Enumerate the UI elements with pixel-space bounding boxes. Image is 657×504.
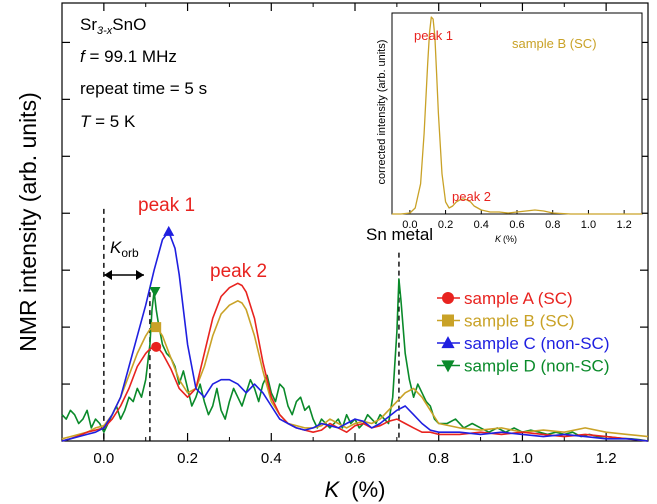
korb-arrow xyxy=(104,270,144,280)
annotation-peak-1: peak 1 xyxy=(138,195,195,216)
series-marker-sample-c-non-sc xyxy=(163,225,175,236)
series-marker-sample-b-sc xyxy=(151,322,162,333)
main-x-tick-label: 0.6 xyxy=(345,450,366,467)
legend-label-sample-b-sc: sample B (SC) xyxy=(464,312,575,331)
inset-series-group xyxy=(392,16,642,215)
annotation-korb: Korb xyxy=(110,238,139,260)
main-series-group xyxy=(61,230,649,442)
main-x-axis-var: K xyxy=(324,477,340,502)
inset-x-tick-label: 1.0 xyxy=(581,219,596,231)
main-axis-ticks: 0.0 0.2 0.4 0.6 0.8 1.0 1.2 xyxy=(61,3,649,467)
legend-marker-sample-d-non-sc xyxy=(441,360,455,373)
info-repeat-time: repeat time = 5 s xyxy=(80,79,207,98)
legend-marker-sample-c-non-sc xyxy=(441,336,455,349)
series-marker-sample-d-non-sc xyxy=(149,286,161,297)
legend-label-sample-c-non-sc: sample C (non-SC) xyxy=(464,334,610,353)
main-legend: sample A (SC) sample B (SC) sample C (non-… xyxy=(437,289,610,376)
annotation-peak-2: peak 2 xyxy=(210,261,267,282)
info-formula: Sr3-xSnO xyxy=(80,15,146,37)
inset-annotation-peak-2: peak 2 xyxy=(452,189,491,204)
main-x-tick-label: 0.8 xyxy=(428,450,449,467)
inset-series-line-0 xyxy=(392,16,642,215)
info-frequency: f = 99.1 MHz xyxy=(80,47,177,66)
main-x-tick-label: 0.4 xyxy=(261,450,282,467)
legend-label-sample-d-non-sc: sample D (non-SC) xyxy=(464,357,610,376)
legend-marker-sample-a-sc xyxy=(442,292,454,304)
inset-axis-ticks: 0.0 0.2 0.4 0.6 0.8 1.0 1.2 xyxy=(402,210,632,231)
inset-y-axis-label: corrected intensity (arb. units) xyxy=(376,40,388,185)
legend-label-sample-a-sc: sample A (SC) xyxy=(464,289,573,308)
series-line-sample-c-non-sc xyxy=(61,230,649,442)
inset-x-tick-label: 0.6 xyxy=(509,219,524,231)
info-temperature: T = 5 K xyxy=(80,112,136,131)
inset-frame xyxy=(391,12,643,215)
main-y-axis-label: NMR intensity (arb. units) xyxy=(15,92,41,351)
main-x-tick-label: 0.2 xyxy=(177,450,198,467)
inset-x-tick-label: 0.2 xyxy=(438,219,453,231)
inset-annotation-peak-1: peak 1 xyxy=(414,28,453,43)
inset-x-axis-label: K (%) xyxy=(495,234,517,244)
main-x-tick-label: 1.2 xyxy=(596,450,617,467)
main-x-tick-label: 0.0 xyxy=(93,450,114,467)
inset-x-tick-label: 1.2 xyxy=(616,219,631,231)
inset-series-label: sample B (SC) xyxy=(512,36,597,51)
main-x-tick-label: 1.0 xyxy=(512,450,533,467)
inset-x-tick-label: 0.0 xyxy=(402,219,417,231)
series-line-sample-a-sc xyxy=(61,282,649,442)
inset-x-tick-label: 0.8 xyxy=(545,219,560,231)
main-x-axis-label: K (%) xyxy=(324,477,385,502)
legend-marker-sample-b-sc xyxy=(442,314,454,327)
main-markers-group xyxy=(149,225,175,352)
annotation-sn-metal: Sn metal xyxy=(366,225,433,244)
main-x-axis-unit: (%) xyxy=(351,477,385,502)
inset-x-tick-label: 0.4 xyxy=(474,219,489,231)
series-marker-sample-a-sc xyxy=(151,341,162,352)
